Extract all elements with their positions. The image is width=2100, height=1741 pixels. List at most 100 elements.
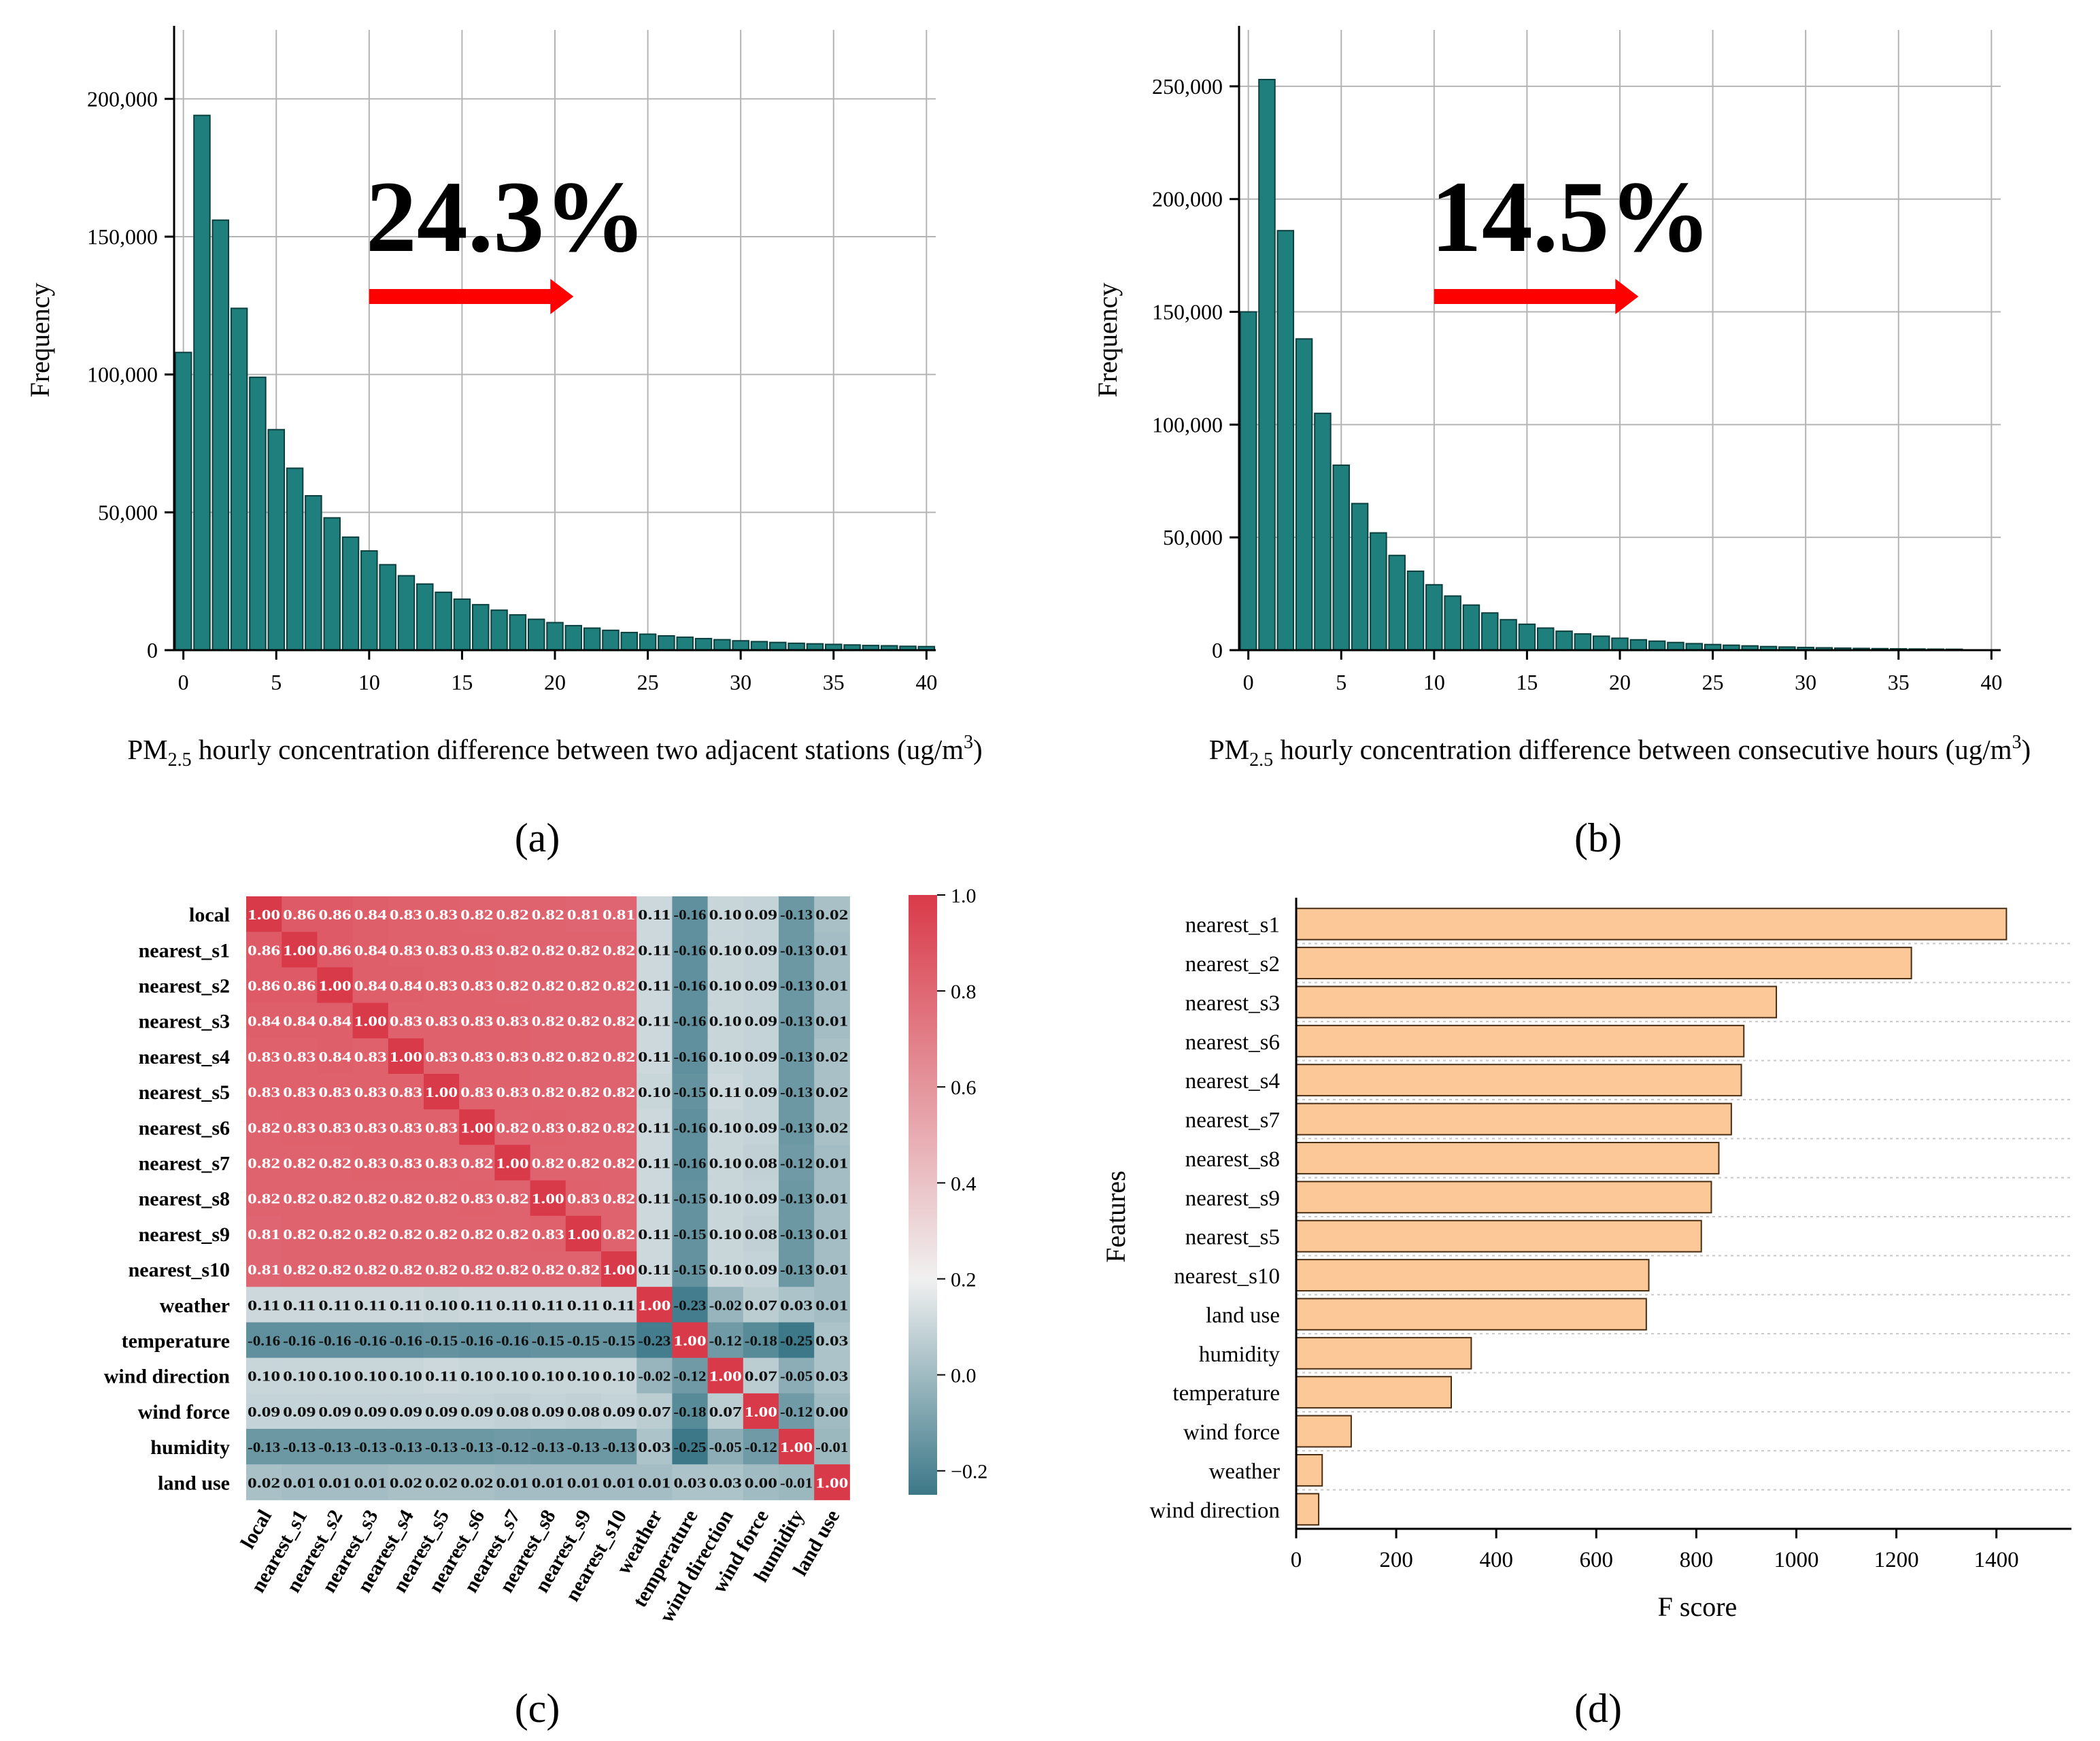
percentage-annotation: 24.3% — [366, 160, 647, 273]
heatmap-cell — [388, 1038, 424, 1075]
heatmap-cell-value: 0.11 — [603, 1297, 635, 1313]
heatmap-cell-value: 0.83 — [425, 942, 458, 958]
heatmap-cell-value: 0.09 — [745, 1119, 777, 1136]
heatmap-cell-value: 0.10 — [638, 1084, 671, 1100]
heatmap-cell — [530, 1215, 566, 1252]
y-tick-label: 100,000 — [1152, 412, 1223, 437]
heatmap-cell — [494, 1215, 531, 1252]
heatmap-cell-value: 0.11 — [283, 1297, 316, 1313]
heatmap-cell-value: 0.11 — [460, 1297, 493, 1313]
heatmap-cell-value: 0.82 — [603, 942, 635, 958]
histogram-bar — [416, 583, 434, 651]
feature-bar — [1295, 1376, 1452, 1409]
heatmap-cell-value: 0.11 — [425, 1368, 458, 1385]
heatmap-cell — [814, 967, 850, 1004]
heatmap-row-label: nearest_s6 — [139, 1117, 230, 1139]
feature-label: nearest_s1 — [1185, 913, 1280, 938]
heatmap-cell-value: -0.15 — [532, 1333, 564, 1349]
x-tick-label: 15 — [1516, 670, 1538, 694]
heatmap-cell-value: 0.10 — [532, 1368, 564, 1385]
heatmap-cell-value: 1.00 — [638, 1297, 671, 1313]
heatmap-cell-value: 0.82 — [425, 1191, 458, 1207]
histogram-bar — [676, 636, 694, 652]
heatmap-cell — [743, 1393, 779, 1430]
heatmap-cell — [282, 896, 318, 932]
heatmap-cell — [530, 1038, 566, 1075]
heatmap-cell-value: 1.00 — [745, 1404, 777, 1420]
heatmap-cell-value: 0.08 — [745, 1155, 777, 1172]
y-tick-label: 0 — [1212, 638, 1223, 662]
heatmap-cell — [530, 1145, 566, 1181]
heatmap-cell-value: 0.82 — [354, 1191, 387, 1207]
heatmap-cell — [637, 1287, 673, 1323]
heatmap-cell — [707, 1145, 744, 1181]
x-tick-label: 800 — [1680, 1548, 1714, 1572]
colorbar-tick-label: 0.4 — [951, 1172, 977, 1195]
x-axis-label-text: hourly concentration difference between … — [1273, 734, 2012, 765]
heatmap-cell-value: 0.01 — [815, 1013, 848, 1030]
heatmap-cell-value: 0.01 — [638, 1474, 671, 1491]
heatmap-cell — [424, 1322, 460, 1359]
heatmap-cell-value: 0.03 — [815, 1368, 848, 1385]
heatmap-cell-value: 1.00 — [603, 1262, 635, 1278]
heatmap-cell-value: 0.82 — [567, 942, 600, 958]
heatmap-cell — [601, 1145, 637, 1181]
heatmap-cell — [530, 1429, 566, 1465]
heatmap-cell-value: 0.82 — [460, 1155, 493, 1172]
heatmap-cell-value: -0.16 — [673, 907, 706, 923]
heatmap-cell-value: 0.84 — [354, 907, 388, 923]
heatmap-cell-value: -0.23 — [638, 1333, 671, 1349]
heatmap-cell-value: 0.09 — [745, 1262, 777, 1278]
heatmap-cell-value: 0.82 — [390, 1262, 422, 1278]
heatmap-cell — [779, 932, 815, 968]
heatmap-cell-value: -0.15 — [567, 1333, 600, 1349]
heatmap-cell-value: -0.16 — [673, 1013, 706, 1030]
heatmap-cell — [494, 1464, 531, 1500]
x-tick-label: 25 — [1702, 670, 1724, 694]
heatmap-cell-value: 0.10 — [709, 1155, 742, 1172]
heatmap-cell-value: 0.82 — [354, 1262, 387, 1278]
heatmap-cell — [565, 1287, 602, 1323]
heatmap-cell-value: -0.01 — [780, 1474, 813, 1491]
heatmap-cell-value: 0.82 — [318, 1155, 351, 1172]
heatmap-cell-value: -0.02 — [638, 1368, 671, 1385]
heatmap-cell — [530, 1322, 566, 1359]
heatmap-cell — [814, 1145, 850, 1181]
heatmap-cell — [601, 1393, 637, 1430]
heatmap-cell — [388, 1109, 424, 1145]
heatmap-cell-value: 1.00 — [532, 1191, 564, 1207]
heatmap-cell — [494, 1357, 531, 1394]
histogram-bar — [249, 376, 267, 651]
histogram-bar — [509, 614, 527, 651]
heatmap-cell — [317, 967, 354, 1004]
heatmap-cell — [601, 896, 637, 932]
histogram-bar — [1611, 637, 1629, 652]
heatmap-cell-value: 0.83 — [354, 1119, 387, 1136]
heatmap-cell — [565, 1251, 602, 1287]
x-tick-label: 20 — [1609, 670, 1631, 694]
heatmap-cell — [317, 1322, 354, 1359]
heatmap-cell-value: 1.00 — [460, 1119, 493, 1136]
x-tick-label: 5 — [1336, 670, 1347, 694]
histogram-bar — [1351, 503, 1369, 651]
heatmap-cell-value: 0.01 — [815, 978, 848, 994]
heatmap-cell — [530, 1393, 566, 1430]
x-tick-label: 0 — [1243, 670, 1254, 694]
heatmap-cell-value: 0.82 — [390, 1226, 422, 1243]
heatmap-cell — [707, 1180, 744, 1217]
heatmap-cell-value: 0.82 — [460, 1226, 493, 1243]
x-tick-label: 1000 — [1774, 1548, 1818, 1572]
y-tick-label: 0 — [147, 638, 158, 662]
heatmap-cell-value: 0.01 — [532, 1474, 564, 1491]
heatmap-cell — [352, 1109, 389, 1145]
heatmap-cell — [282, 1357, 318, 1394]
heatmap-cell-value: 0.10 — [425, 1297, 458, 1313]
heatmap-cell — [424, 1038, 460, 1075]
heatmap-cell — [388, 1393, 424, 1430]
heatmap-cell-value: 0.82 — [460, 1262, 493, 1278]
heatmap-cell-value: 0.10 — [390, 1368, 422, 1385]
panel-label: (c) — [515, 1686, 560, 1731]
heatmap-cell-value: 0.01 — [815, 1155, 848, 1172]
heatmap-cell — [672, 1357, 709, 1394]
